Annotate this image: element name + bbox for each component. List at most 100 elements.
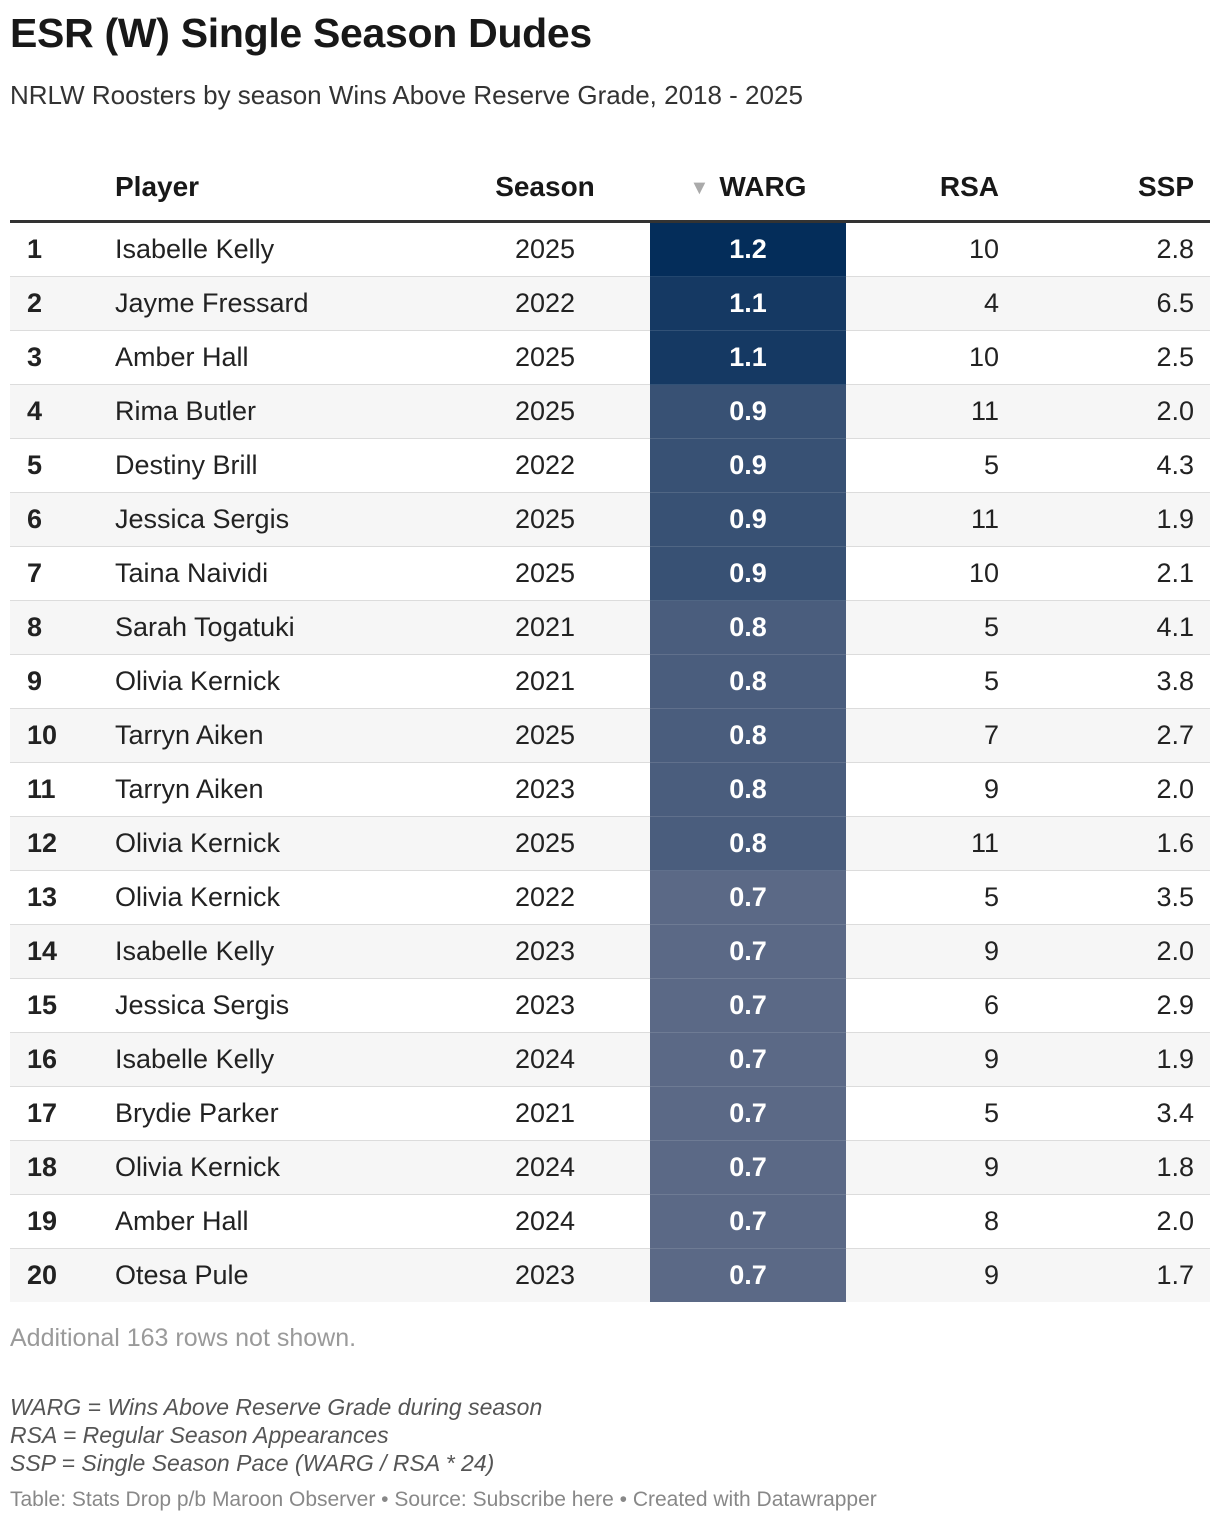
rsa-cell: 10 [846,546,1010,601]
player-cell: Olivia Kernick [115,654,440,709]
warg-cell: 0.9 [650,492,846,547]
season-cell: 2025 [440,816,650,871]
player-cell: Olivia Kernick [115,1140,440,1195]
header-player-label: Player [115,171,200,202]
player-cell: Jessica Sergis [115,492,440,547]
ssp-cell: 3.5 [1010,870,1210,925]
player-cell: Sarah Togatuki [115,600,440,655]
footer-credit: Table: Stats Drop p/b Maroon Observer • … [10,1488,877,1511]
rank-cell: 17 [10,1086,115,1141]
warg-cell: 0.8 [650,708,846,763]
rank-cell: 16 [10,1032,115,1087]
player-cell: Tarryn Aiken [115,762,440,817]
rsa-cell: 4 [846,276,1010,331]
season-cell: 2021 [440,1086,650,1141]
season-cell: 2024 [440,1032,650,1087]
header-rsa-label: RSA [939,171,999,202]
season-cell: 2025 [440,330,650,385]
player-cell: Amber Hall [115,1194,440,1249]
rsa-cell: 5 [846,1086,1010,1141]
ssp-cell: 3.8 [1010,654,1210,709]
season-cell: 2023 [440,762,650,817]
season-cell: 2025 [440,384,650,439]
table-row: 12 Olivia Kernick 2025 0.8 11 1.6 [10,816,1210,871]
ssp-cell: 6.5 [1010,276,1210,331]
warg-cell: 0.7 [650,1032,846,1087]
ssp-cell: 3.4 [1010,1086,1210,1141]
rsa-cell: 7 [846,708,1010,763]
season-cell: 2025 [440,708,650,763]
rsa-cell: 5 [846,654,1010,709]
note-ssp: SSP = Single Season Pace (WARG / RSA * 2… [10,1450,495,1476]
player-cell: Brydie Parker [115,1086,440,1141]
rank-cell: 10 [10,708,115,763]
data-table: Player Season ▼ WARG RSA SSP 1 Isabelle Ke… [10,154,1210,1302]
player-cell: Jayme Fressard [115,276,440,331]
rank-cell: 11 [10,762,115,817]
rsa-cell: 10 [846,221,1010,277]
table-row: 2 Jayme Fressard 2022 1.1 4 6.5 [10,276,1210,331]
note-rsa: RSA = Regular Season Appearances [10,1422,389,1448]
warg-cell: 0.7 [650,1140,846,1195]
header-warg[interactable]: ▼ WARG [650,154,846,223]
table-row: 6 Jessica Sergis 2025 0.9 11 1.9 [10,492,1210,547]
player-cell: Rima Butler [115,384,440,439]
header-season[interactable]: Season [440,154,650,223]
warg-cell: 0.9 [650,384,846,439]
ssp-cell: 2.0 [1010,762,1210,817]
chart-title: ESR (W) Single Season Dudes [10,10,592,56]
season-cell: 2022 [440,276,650,331]
rank-cell: 13 [10,870,115,925]
table-row: 14 Isabelle Kelly 2023 0.7 9 2.0 [10,924,1210,979]
warg-cell: 0.7 [650,978,846,1033]
ssp-cell: 1.7 [1010,1248,1210,1302]
header-ssp[interactable]: SSP [1010,154,1210,223]
table-row: 3 Amber Hall 2025 1.1 10 2.5 [10,330,1210,385]
table-row: 8 Sarah Togatuki 2021 0.8 5 4.1 [10,600,1210,655]
rank-cell: 9 [10,654,115,709]
warg-cell: 0.8 [650,816,846,871]
rank-cell: 8 [10,600,115,655]
rsa-cell: 9 [846,1248,1010,1302]
rsa-cell: 5 [846,870,1010,925]
warg-cell: 1.1 [650,276,846,331]
warg-cell: 1.1 [650,330,846,385]
table-row: 5 Destiny Brill 2022 0.9 5 4.3 [10,438,1210,493]
ssp-cell: 2.9 [1010,978,1210,1033]
table-row: 4 Rima Butler 2025 0.9 11 2.0 [10,384,1210,439]
player-cell: Olivia Kernick [115,870,440,925]
ssp-cell: 2.7 [1010,708,1210,763]
rank-cell: 15 [10,978,115,1033]
warg-cell: 0.7 [650,1086,846,1141]
rsa-cell: 8 [846,1194,1010,1249]
rsa-cell: 11 [846,492,1010,547]
table-row: 11 Tarryn Aiken 2023 0.8 9 2.0 [10,762,1210,817]
notes: WARG = Wins Above Reserve Grade during s… [10,1393,542,1477]
header-warg-label: WARG [719,171,807,202]
season-cell: 2023 [440,1248,650,1302]
rsa-cell: 5 [846,438,1010,493]
table-body: 1 Isabelle Kelly 2025 1.2 10 2.8 2 Jayme Fressa… [10,221,1210,1302]
ssp-cell: 4.3 [1010,438,1210,493]
warg-cell: 0.7 [650,1194,846,1249]
player-cell: Taina Naividi [115,546,440,601]
season-cell: 2025 [440,546,650,601]
rank-cell: 6 [10,492,115,547]
table-row: 1 Isabelle Kelly 2025 1.2 10 2.8 [10,221,1210,277]
rank-cell: 1 [10,221,115,277]
rsa-cell: 9 [846,1032,1010,1087]
warg-cell: 0.8 [650,600,846,655]
rank-cell: 4 [10,384,115,439]
season-cell: 2021 [440,600,650,655]
season-cell: 2025 [440,221,650,277]
header-rsa[interactable]: RSA [846,154,1010,223]
player-cell: Jessica Sergis [115,978,440,1033]
warg-cell: 0.7 [650,1248,846,1302]
player-cell: Otesa Pule [115,1248,440,1302]
player-cell: Isabelle Kelly [115,1032,440,1087]
table-row: 15 Jessica Sergis 2023 0.7 6 2.9 [10,978,1210,1033]
ssp-cell: 2.8 [1010,221,1210,277]
header-player[interactable]: Player [115,154,440,223]
header-season-label: Season [495,171,595,202]
rank-cell: 5 [10,438,115,493]
